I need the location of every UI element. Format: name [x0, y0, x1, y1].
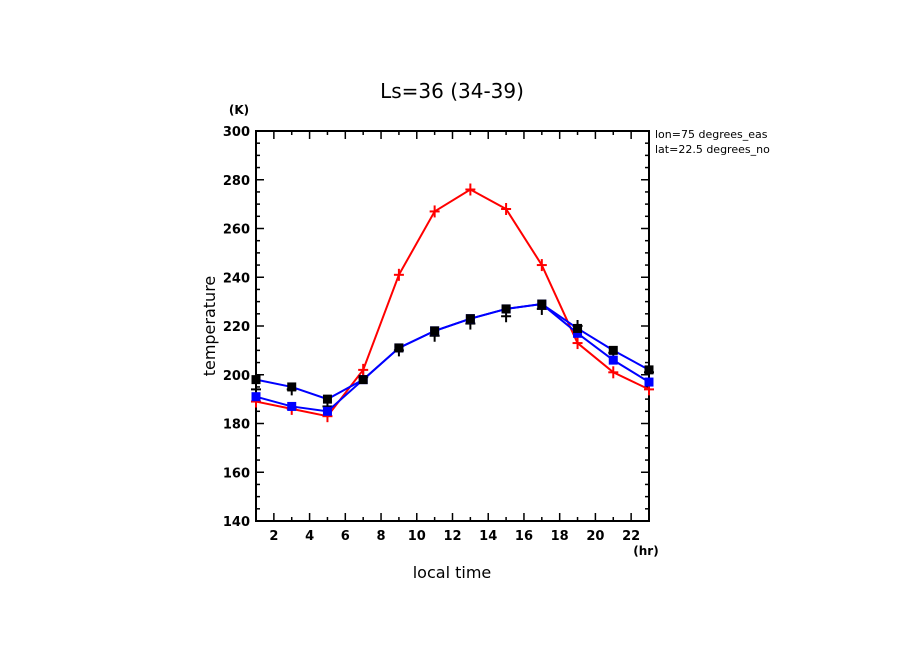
y-tick-label: 180: [223, 418, 250, 433]
y-tick-label: 220: [223, 320, 250, 335]
x-tick-label: 16: [515, 529, 533, 544]
data-point-red: [429, 205, 440, 218]
data-point-blue-upper: [573, 323, 583, 333]
data-point-red: [393, 268, 404, 281]
data-point-blue-upper: [322, 394, 332, 404]
data-point-blue-lower: [251, 392, 261, 402]
x-tick-label: 20: [586, 529, 604, 544]
data-point-red: [465, 183, 476, 196]
data-point-red: [572, 337, 583, 350]
data-point-blue-upper: [430, 326, 440, 336]
x-tick-label: 14: [479, 529, 497, 544]
data-point-blue-upper: [251, 375, 261, 385]
data-point-blue-upper: [394, 343, 404, 353]
data-point-blue-upper: [644, 365, 654, 375]
data-point-blue-lower: [644, 377, 654, 387]
series-blue-upper: [251, 299, 654, 404]
x-axis-title: local time: [413, 563, 492, 582]
data-point-red: [358, 363, 369, 376]
data-point-blue-lower: [573, 328, 583, 338]
x-tick-label: 18: [551, 529, 569, 544]
data-point-red: [501, 203, 512, 215]
data-point-red: [536, 259, 547, 272]
y-unit-label: (K): [229, 103, 249, 117]
y-tick-label: 200: [223, 369, 250, 384]
y-tick-label: 160: [223, 466, 250, 481]
plot-frame: [255, 130, 650, 522]
chart-title: Ls=36 (34-39): [380, 79, 524, 103]
series-observations: [251, 302, 654, 413]
data-point-blue-lower: [608, 355, 618, 365]
y-tick-label: 140: [223, 515, 250, 530]
x-tick-label: 12: [443, 529, 461, 544]
y-tick-label: 300: [223, 125, 250, 140]
data-point-blue-upper: [537, 299, 547, 309]
data-point-red: [608, 366, 619, 379]
series-line-red: [255, 188, 650, 418]
y-tick-label: 260: [223, 223, 250, 238]
annotation-lon: lon=75 degrees_eas: [655, 128, 768, 141]
data-point-blue-upper: [465, 314, 475, 324]
series-blue-lower: [251, 299, 654, 416]
x-tick-label: 22: [622, 529, 640, 544]
y-axis-title: temperature: [200, 276, 219, 377]
y-tick-label: 240: [223, 271, 250, 286]
annotation-lat: lat=22.5 degrees_no: [655, 143, 770, 156]
data-point-blue-upper: [358, 375, 368, 385]
data-point-blue-upper: [608, 345, 618, 355]
series-line-blue-upper: [255, 303, 650, 401]
data-point-blue-lower: [287, 401, 297, 411]
series-group: [251, 183, 654, 423]
series-red: [251, 183, 654, 423]
x-unit-label: (hr): [633, 544, 658, 558]
data-point-blue-upper: [501, 304, 511, 314]
y-tick-label: 280: [223, 174, 250, 189]
x-tick-label: 6: [341, 529, 350, 544]
x-tick-label: 4: [305, 529, 314, 544]
x-tick-label: 2: [269, 529, 278, 544]
data-point-blue-upper: [287, 382, 297, 392]
x-tick-label: 10: [408, 529, 426, 544]
axes: 2 4 6 8 10 12 14 16 18 20 22 140 160 180 200 220 240 260 2…: [223, 125, 650, 544]
data-point-blue-lower: [322, 406, 332, 416]
x-tick-label: 8: [377, 529, 386, 544]
